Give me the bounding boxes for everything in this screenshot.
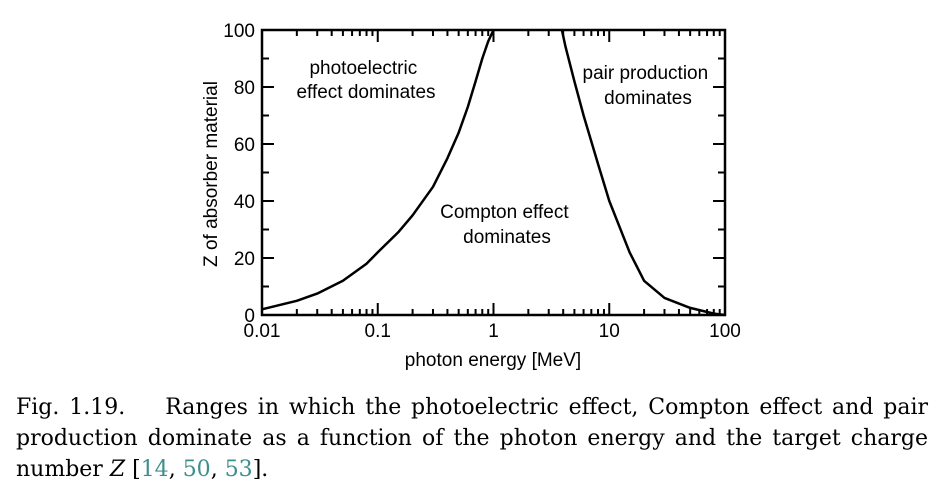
series-lines [261, 29, 726, 317]
caption-open-bracket: [ [125, 457, 141, 482]
y-tick-label: 80 [234, 78, 255, 99]
caption-text: Ranges in which the photoelectric effect… [16, 395, 928, 482]
annotation-photoelectric: photoelectric effect dominates [296, 58, 435, 103]
x-axis-label: photon energy [MeV] [405, 350, 581, 371]
y-tick-label: 0 [244, 306, 255, 327]
y-tick-label: 100 [223, 21, 255, 42]
annotation-pair-production: pair production dominates [583, 63, 714, 109]
x-tick-label: 0.01 [244, 321, 281, 342]
x-tick-label: 1 [488, 321, 499, 342]
series-line-1 [261, 29, 495, 311]
annotation-compton: Compton effect dominates [440, 202, 574, 248]
x-tick-label: 100 [709, 321, 741, 342]
y-tick-labels: 0 20 40 60 80 100 [223, 21, 255, 327]
annotation-compton-line-1: Compton effect [440, 202, 569, 223]
annotation-photoelectric-line-2: effect dominates [296, 82, 435, 103]
x-tick-label: 10 [599, 321, 620, 342]
annotation-pair-production-line-2: dominates [604, 88, 692, 109]
x-tick-label: 0.1 [365, 321, 391, 342]
figure-caption: Fig. 1.19. Ranges in which the photoelect… [16, 395, 928, 482]
annotation-compton-line-2: dominates [463, 227, 551, 248]
caption-variable: Z [109, 457, 126, 482]
y-tick-label: 40 [234, 192, 255, 213]
x-tick-labels: 0.01 0.1 1 10 100 [244, 321, 741, 342]
chart: 0.01 0.1 1 10 100 0 20 40 60 80 100 photon energy… [201, 21, 741, 371]
citation-link[interactable]: 50 [182, 457, 211, 482]
y-axis-label: Z of absorber material [201, 81, 222, 267]
y-tick-label: 60 [234, 135, 255, 156]
annotation-photoelectric-line-1: photoelectric [309, 58, 417, 79]
series-line-2 [560, 29, 726, 317]
caption-label: Fig. 1.19. [16, 395, 126, 420]
y-tick-label: 20 [234, 249, 255, 270]
citation-link[interactable]: 53 [224, 457, 253, 482]
caption-close: ]. [252, 457, 269, 482]
annotation-pair-production-line-1: pair production [583, 63, 709, 84]
citation-link[interactable]: 14 [140, 457, 169, 482]
